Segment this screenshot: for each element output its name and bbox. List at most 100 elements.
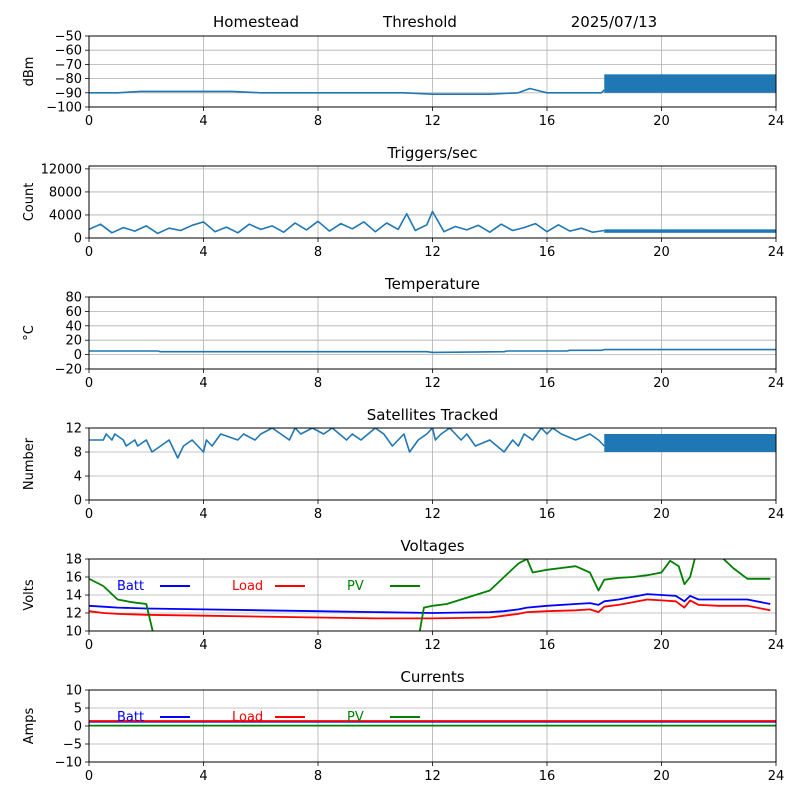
y-tick-label: −70 (55, 58, 82, 73)
series-line-triggers (89, 210, 605, 235)
y-tick-label: 0 (74, 494, 82, 509)
y-tick-label: 5 (74, 702, 82, 717)
y-tick-label: 8000 (49, 185, 82, 200)
panel-currents: 0 4 8 12 16 20 24 −10 −5 0 5 10 Currents Amps Batt Load… (22, 668, 784, 784)
x-tick-label: 24 (768, 769, 785, 784)
x-tick-label: 24 (768, 245, 785, 260)
y-tick-label: 10 (65, 684, 82, 699)
y-tick-label: 12 (65, 422, 82, 437)
series-line-pv (89, 559, 771, 631)
x-tick-label: 12 (424, 245, 441, 260)
x-tick-label: 8 (314, 769, 322, 784)
x-tick-label: 12 (424, 507, 441, 522)
y-axis-label: Number (22, 437, 37, 490)
header-mode: Threshold (382, 13, 457, 31)
y-tick-label: 8 (74, 446, 82, 461)
y-axis-label: Volts (22, 579, 37, 611)
x-tick-label: 0 (85, 769, 93, 784)
y-tick-label: 40 (65, 319, 82, 334)
legend-label-batt: Batt (117, 710, 144, 725)
y-tick-label: 10 (65, 625, 82, 640)
y-tick-label: 4000 (49, 208, 82, 223)
x-tick-label: 20 (653, 376, 670, 391)
y-tick-label: −20 (55, 363, 82, 378)
x-tick-label: 0 (85, 507, 93, 522)
x-tick-label: 12 (424, 769, 441, 784)
panel-signal: 0 4 8 12 16 20 24 −100−90−80−70−60−50 dBm (22, 30, 784, 130)
series-band (604, 229, 776, 233)
y-tick-label: 18 (65, 553, 82, 568)
header-site: Homestead (213, 13, 299, 31)
series-line-load (89, 598, 771, 620)
x-tick-label: 8 (314, 638, 322, 653)
legend-label-pv: PV (347, 579, 364, 594)
x-tick-label: 12 (424, 376, 441, 391)
panel-title: Currents (400, 668, 464, 686)
x-tick-label: 16 (539, 376, 556, 391)
panel-title: Temperature (384, 275, 480, 293)
x-tick-label: 4 (199, 245, 207, 260)
x-tick-label: 24 (768, 376, 785, 391)
x-tick-label: 24 (768, 114, 785, 129)
series-line-signal (89, 87, 605, 95)
y-axis-label: dBm (22, 57, 37, 87)
y-tick-label: 4 (74, 470, 82, 485)
y-axis-label: Amps (22, 707, 37, 744)
panel-title: Voltages (400, 537, 464, 555)
x-tick-label: 0 (85, 638, 93, 653)
x-tick-label: 16 (539, 114, 556, 129)
panel-satellites: 0 4 8 12 16 20 24 0 4 8 12 Satellites Tracked Number (22, 406, 784, 522)
y-tick-label: 20 (65, 334, 82, 349)
y-tick-label: −5 (63, 738, 82, 753)
y-tick-label: −90 (55, 86, 82, 101)
x-tick-label: 0 (85, 245, 93, 260)
panel-triggers: 0 4 8 12 16 20 24 0 4000 8000 12000 Triggers/sec Cou… (22, 144, 784, 260)
header-date: 2025/07/13 (571, 13, 657, 31)
x-tick-label: 4 (199, 769, 207, 784)
x-tick-label: 4 (199, 507, 207, 522)
x-tick-label: 20 (653, 114, 670, 129)
x-tick-label: 16 (539, 769, 556, 784)
y-tick-label: 0 (74, 348, 82, 363)
y-axis-label: Count (22, 183, 37, 222)
x-tick-label: 4 (199, 376, 207, 391)
x-tick-label: 12 (424, 638, 441, 653)
y-tick-label: 12000 (41, 162, 82, 177)
legend-label-batt: Batt (117, 579, 144, 594)
y-tick-label: 80 (65, 291, 82, 306)
x-tick-label: 16 (539, 245, 556, 260)
x-tick-label: 20 (653, 245, 670, 260)
panel-title: Triggers/sec (387, 144, 478, 162)
x-tick-label: 16 (539, 507, 556, 522)
y-tick-label: −60 (55, 44, 82, 59)
y-tick-label: 0 (74, 720, 82, 735)
series-line-batt (89, 593, 771, 614)
y-tick-label: −50 (55, 30, 82, 45)
series-line-satellites (89, 428, 605, 459)
x-tick-label: 0 (85, 114, 93, 129)
panel-voltages: 0 4 8 12 16 20 24 10 12 14 16 18 Voltages Volts Batt Lo… (22, 537, 784, 653)
x-tick-label: 20 (653, 507, 670, 522)
series-band (604, 434, 776, 452)
x-tick-label: 24 (768, 507, 785, 522)
series-line-temperature (89, 348, 776, 354)
y-tick-label: −100 (46, 101, 82, 116)
legend-label-load: Load (232, 710, 263, 725)
y-axis-label: °C (22, 325, 37, 341)
x-tick-label: 16 (539, 638, 556, 653)
y-tick-label: 60 (65, 305, 82, 320)
x-tick-label: 0 (85, 376, 93, 391)
x-tick-label: 20 (653, 638, 670, 653)
y-tick-label: 14 (65, 589, 82, 604)
x-tick-label: 24 (768, 638, 785, 653)
x-tick-label: 8 (314, 114, 322, 129)
x-tick-label: 20 (653, 769, 670, 784)
y-tick-label: 16 (65, 571, 82, 586)
x-tick-label: 8 (314, 376, 322, 391)
y-tick-label: −10 (55, 756, 82, 771)
panel-title: Satellites Tracked (367, 406, 498, 424)
x-tick-label: 8 (314, 245, 322, 260)
x-tick-label: 8 (314, 507, 322, 522)
